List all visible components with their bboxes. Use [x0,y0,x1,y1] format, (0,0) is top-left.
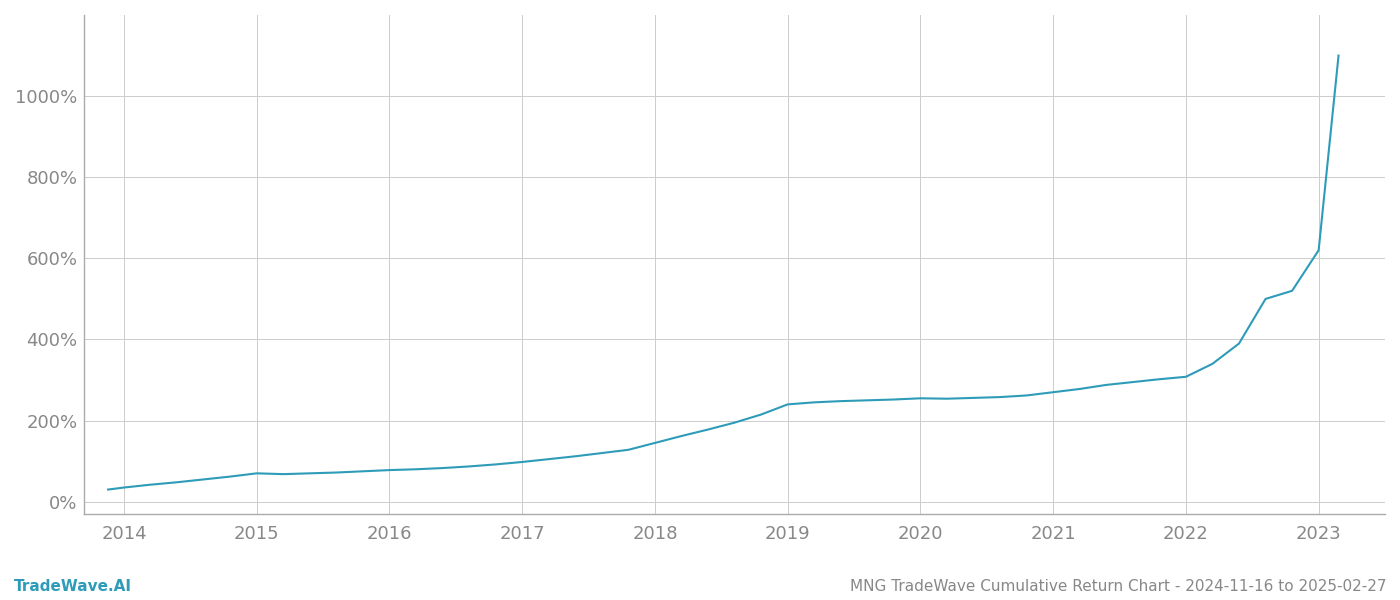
Text: MNG TradeWave Cumulative Return Chart - 2024-11-16 to 2025-02-27: MNG TradeWave Cumulative Return Chart - … [850,579,1386,594]
Text: TradeWave.AI: TradeWave.AI [14,579,132,594]
